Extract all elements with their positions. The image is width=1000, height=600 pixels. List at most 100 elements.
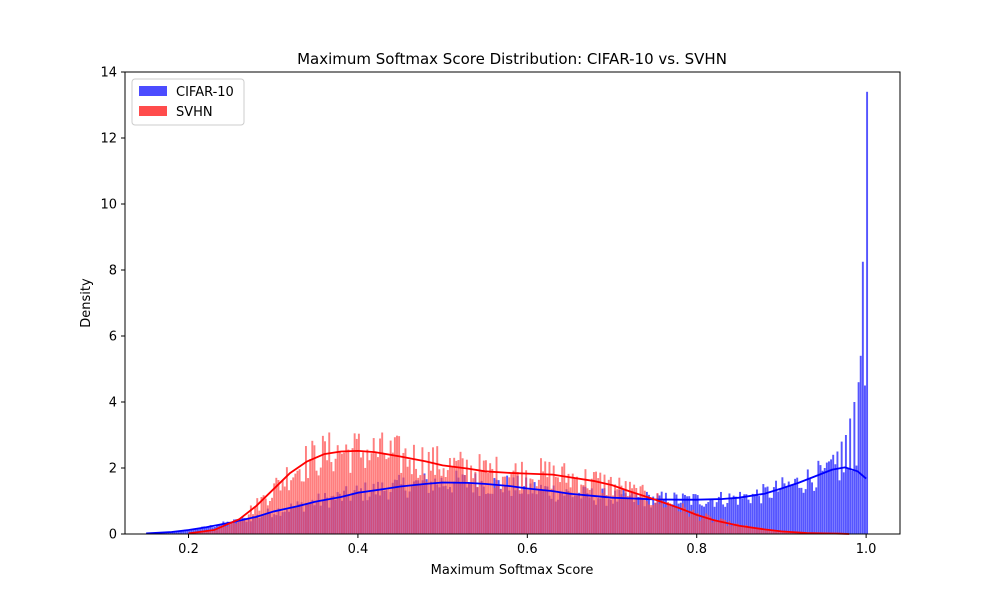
bar-cifar10: [781, 477, 784, 534]
bar-svhn: [785, 531, 788, 534]
bar-svhn: [711, 522, 714, 534]
bar-cifar10: [861, 261, 864, 534]
bar-svhn: [398, 436, 401, 534]
bar-cifar10: [821, 470, 824, 534]
bar-svhn: [705, 513, 708, 534]
bar-svhn: [489, 463, 492, 534]
bar-svhn: [580, 484, 583, 534]
bar-svhn: [688, 516, 691, 534]
bar-svhn: [520, 461, 523, 534]
bar-svhn: [415, 468, 418, 534]
bar-svhn: [396, 435, 398, 534]
bar-cifar10: [766, 486, 769, 534]
bar-svhn: [690, 510, 693, 534]
bar-svhn: [567, 473, 570, 534]
bar-svhn: [457, 460, 460, 534]
bar-svhn: [364, 467, 367, 534]
bar-cifar10: [830, 459, 833, 534]
plot-frame: [124, 71, 901, 535]
bar-svhn: [561, 466, 564, 534]
bar-svhn: [775, 530, 777, 534]
bar-cifar10: [838, 480, 841, 534]
bar-cifar10: [698, 504, 701, 534]
bar-cifar10: [855, 465, 858, 534]
bar-svhn: [247, 514, 250, 534]
bar-svhn: [590, 478, 593, 534]
bar-svhn: [760, 527, 763, 534]
bar-cifar10: [726, 502, 729, 534]
bar-svhn: [734, 523, 737, 534]
bar-cifar10: [732, 495, 735, 534]
bar-cifar10: [717, 496, 720, 534]
bar-svhn: [211, 531, 214, 534]
bar-svhn: [599, 472, 602, 534]
bar-svhn: [461, 458, 464, 534]
bar-svhn: [726, 526, 729, 534]
bar-svhn: [300, 481, 303, 534]
bar-svhn: [451, 467, 454, 534]
bar-svhn: [624, 481, 627, 534]
y-tick-label: 10: [100, 198, 117, 213]
bar-cifar10: [770, 497, 773, 534]
legend-swatch-cifar10: [139, 86, 167, 96]
bar-svhn: [620, 485, 623, 534]
bar-svhn: [336, 445, 339, 534]
bar-cifar10: [866, 91, 869, 535]
bar-svhn: [523, 489, 526, 534]
bar-svhn: [347, 449, 350, 534]
bar-svhn: [455, 460, 458, 534]
bar-svhn: [656, 493, 659, 534]
bar-cifar10: [745, 494, 748, 534]
bar-svhn: [476, 486, 479, 534]
bar-svhn: [459, 451, 462, 534]
bar-svhn: [612, 495, 614, 534]
bar-svhn: [273, 483, 276, 534]
bar-svhn: [249, 505, 252, 534]
bar-svhn: [436, 446, 439, 534]
bar-svhn: [376, 457, 379, 534]
legend-label-svhn: SVHN: [176, 105, 213, 120]
bar-svhn: [540, 458, 542, 534]
bar-svhn: [298, 469, 301, 534]
bar-svhn: [586, 488, 589, 534]
bar-cifar10: [832, 454, 835, 534]
histogram-bars: [146, 91, 869, 535]
bar-svhn: [353, 433, 356, 534]
bar-cifar10: [772, 487, 775, 534]
bar-svhn: [357, 433, 360, 534]
bar-svhn: [715, 521, 718, 534]
bar-svhn: [453, 457, 456, 534]
bar-svhn: [650, 505, 653, 534]
bar-svhn: [419, 475, 422, 534]
bar-svhn: [440, 475, 443, 534]
bar-svhn: [381, 432, 384, 534]
bar-svhn: [789, 531, 792, 534]
bar-cifar10: [169, 532, 172, 534]
bar-cifar10: [775, 480, 777, 534]
bar-cifar10: [851, 470, 854, 534]
chart-title: Maximum Softmax Score Distribution: CIFA…: [297, 50, 727, 68]
bar-svhn: [468, 483, 470, 534]
y-axis-label: Density: [79, 278, 94, 328]
bar-svhn: [684, 507, 686, 534]
bar-svhn: [756, 528, 758, 534]
x-axis-label: Maximum Softmax Score: [431, 563, 594, 578]
bar-svhn: [203, 531, 206, 534]
bar-svhn: [328, 432, 331, 534]
bar-svhn: [628, 481, 631, 534]
bar-svhn: [285, 467, 288, 534]
bar-svhn: [201, 531, 204, 534]
x-tick-label: 0.2: [178, 542, 199, 557]
y-tick-label: 2: [109, 462, 117, 477]
bar-svhn: [660, 498, 663, 534]
bar-svhn: [307, 478, 310, 534]
bar-svhn: [605, 495, 608, 534]
bar-svhn: [601, 492, 604, 534]
bar-svhn: [283, 486, 286, 534]
bar-svhn: [393, 437, 396, 534]
bar-cifar10: [859, 355, 862, 534]
bar-svhn: [745, 524, 748, 534]
bar-svhn: [736, 523, 739, 534]
bar-svhn: [379, 438, 382, 534]
